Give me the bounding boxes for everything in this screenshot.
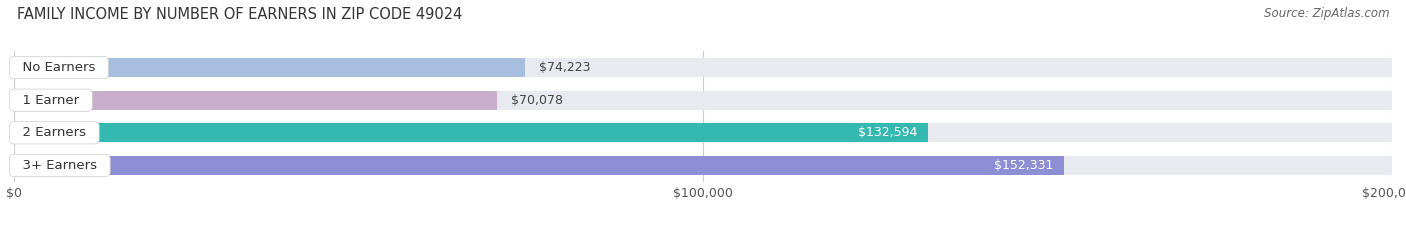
Text: FAMILY INCOME BY NUMBER OF EARNERS IN ZIP CODE 49024: FAMILY INCOME BY NUMBER OF EARNERS IN ZI… [17,7,463,22]
Bar [14,156,1063,175]
Text: 3+ Earners: 3+ Earners [14,159,105,172]
Text: 1 Earner: 1 Earner [14,94,87,107]
Bar [14,58,1392,77]
Bar [14,91,1392,110]
Bar [14,123,928,142]
Bar [14,58,526,77]
Bar [14,156,1392,175]
Text: $152,331: $152,331 [994,159,1053,172]
Text: No Earners: No Earners [14,61,104,74]
Text: $74,223: $74,223 [538,61,591,74]
Bar [14,91,496,110]
Text: Source: ZipAtlas.com: Source: ZipAtlas.com [1264,7,1389,20]
Text: 2 Earners: 2 Earners [14,126,94,139]
Text: $70,078: $70,078 [510,94,562,107]
Text: $132,594: $132,594 [858,126,917,139]
Bar [14,123,1392,142]
